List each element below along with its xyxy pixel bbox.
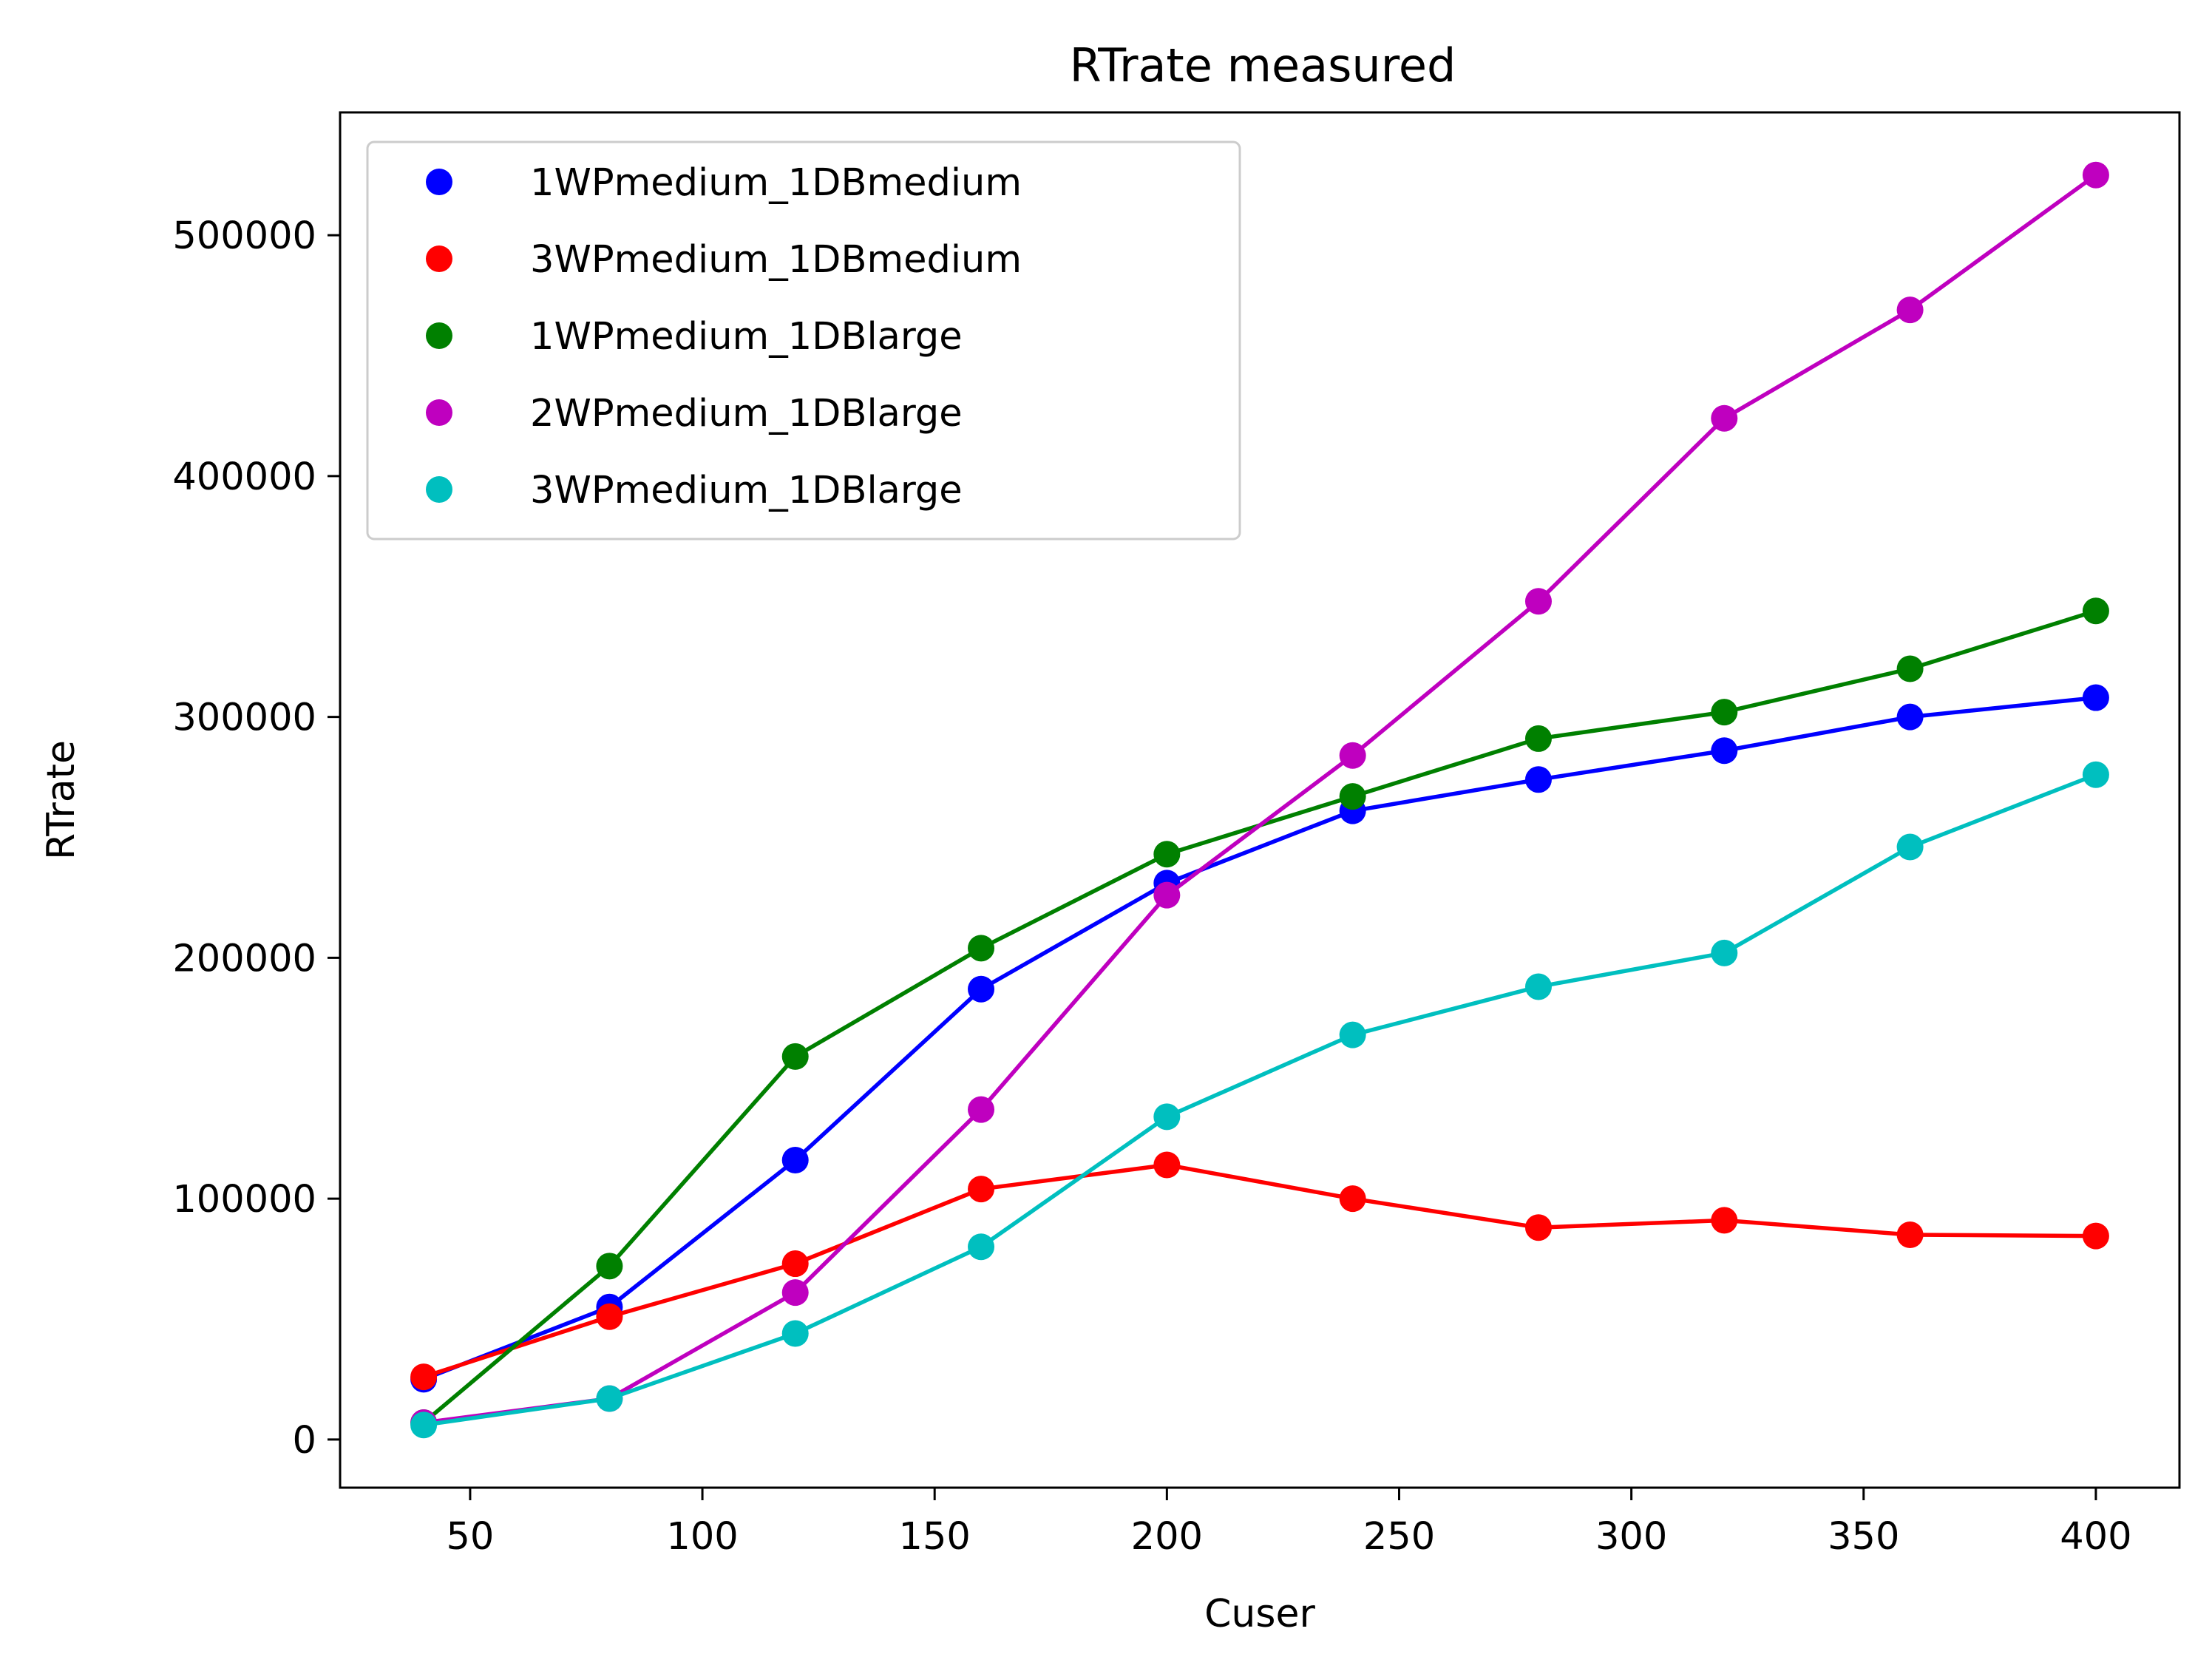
- data-point: [1339, 1185, 1366, 1213]
- data-point: [596, 1385, 623, 1412]
- y-tick-label: 100000: [172, 1178, 316, 1221]
- data-point: [968, 1096, 995, 1123]
- data-point: [596, 1303, 623, 1330]
- data-point: [1896, 296, 1924, 324]
- data-point: [1896, 655, 1924, 682]
- data-point: [968, 1176, 995, 1203]
- data-point: [1153, 881, 1181, 909]
- x-tick-label: 200: [1131, 1515, 1203, 1559]
- data-point: [1711, 737, 1738, 765]
- data-point: [1339, 783, 1366, 810]
- data-point: [781, 1146, 809, 1173]
- x-tick-label: 300: [1595, 1515, 1667, 1559]
- legend-item: 3WPmedium_1DBlarge: [426, 469, 963, 512]
- y-axis-label: RTrate: [39, 740, 84, 860]
- series-line: [423, 695, 2097, 1381]
- data-point: [410, 1412, 438, 1439]
- y-tick-label: 0: [293, 1419, 316, 1463]
- series-3WPmedium_1DBmedium: [410, 1151, 2109, 1391]
- data-point: [2082, 597, 2109, 625]
- legend: 1WPmedium_1DBmedium 3WPmedium_1DBmedium 1W…: [366, 140, 1241, 541]
- legend-label: 3WPmedium_1DBmedium: [530, 238, 1022, 282]
- series-line: [423, 773, 2097, 1428]
- plot-frame: [339, 111, 2181, 1489]
- x-tick-label: 150: [899, 1515, 971, 1559]
- data-point: [1896, 833, 1924, 861]
- legend-item: 1WPmedium_1DBlarge: [426, 315, 963, 359]
- data-point: [968, 975, 995, 1003]
- data-point: [2082, 761, 2109, 788]
- data-point: [1524, 766, 1552, 793]
- x-tick-label: 400: [2060, 1515, 2131, 1559]
- data-point: [968, 935, 995, 962]
- data-point: [781, 1279, 809, 1307]
- data-point: [2082, 1222, 2109, 1250]
- legend-marker: [426, 169, 452, 195]
- chart-title: RTrate measured: [1070, 38, 1456, 92]
- y-tick-label: 300000: [172, 697, 316, 740]
- data-point: [1711, 1207, 1738, 1234]
- data-point: [1711, 939, 1738, 966]
- legend-label: 1WPmedium_1DBlarge: [530, 315, 963, 359]
- data-point: [1339, 1021, 1366, 1048]
- series-layer: [410, 161, 2109, 1439]
- legend-marker: [426, 399, 452, 426]
- legend-marker: [426, 245, 452, 272]
- series-line: [423, 1162, 2096, 1379]
- series-line: [423, 173, 2097, 1425]
- data-point: [1711, 699, 1738, 726]
- series-3WPmedium_1DBlarge: [410, 761, 2109, 1439]
- data-point: [2082, 684, 2109, 711]
- data-point: [1524, 1214, 1552, 1241]
- x-tick-label: 100: [666, 1515, 738, 1559]
- data-point: [1153, 841, 1181, 868]
- data-point: [1524, 973, 1552, 1000]
- y-axis: 0 100000 200000 300000 400000 500000: [172, 214, 340, 1463]
- legend-frame: [366, 140, 1241, 541]
- y-tick-label: 500000: [172, 214, 316, 258]
- data-point: [410, 1363, 438, 1391]
- legend-item: 2WPmedium_1DBlarge: [426, 392, 963, 436]
- x-tick-label: 50: [446, 1515, 494, 1559]
- data-point: [1339, 742, 1366, 769]
- data-point: [781, 1320, 809, 1347]
- legend-label: 2WPmedium_1DBlarge: [530, 392, 963, 436]
- data-point: [1896, 1221, 1924, 1248]
- data-point: [2082, 161, 2109, 189]
- data-point: [968, 1233, 995, 1261]
- data-point: [1896, 703, 1924, 731]
- data-point: [1711, 404, 1738, 432]
- data-point: [1524, 588, 1552, 615]
- data-point: [1153, 1151, 1181, 1179]
- data-point: [781, 1250, 809, 1278]
- x-axis-label: Cuser: [1204, 1592, 1315, 1636]
- legend-label: 3WPmedium_1DBlarge: [530, 469, 963, 512]
- legend-marker: [426, 322, 452, 349]
- legend-item: 3WPmedium_1DBmedium: [426, 238, 1022, 282]
- data-point: [781, 1043, 809, 1070]
- x-axis: 50 100 150 200 250 300 350 400: [446, 1488, 2132, 1559]
- x-tick-label: 250: [1363, 1515, 1435, 1559]
- y-tick-label: 200000: [172, 937, 316, 980]
- y-tick-label: 400000: [172, 455, 316, 499]
- data-point: [1524, 725, 1552, 752]
- data-point: [1153, 1103, 1181, 1131]
- x-tick-label: 350: [1828, 1515, 1899, 1559]
- data-point: [596, 1253, 623, 1280]
- legend-item: 1WPmedium_1DBmedium: [426, 161, 1022, 205]
- legend-marker: [426, 476, 452, 503]
- legend-label: 1WPmedium_1DBmedium: [530, 161, 1022, 205]
